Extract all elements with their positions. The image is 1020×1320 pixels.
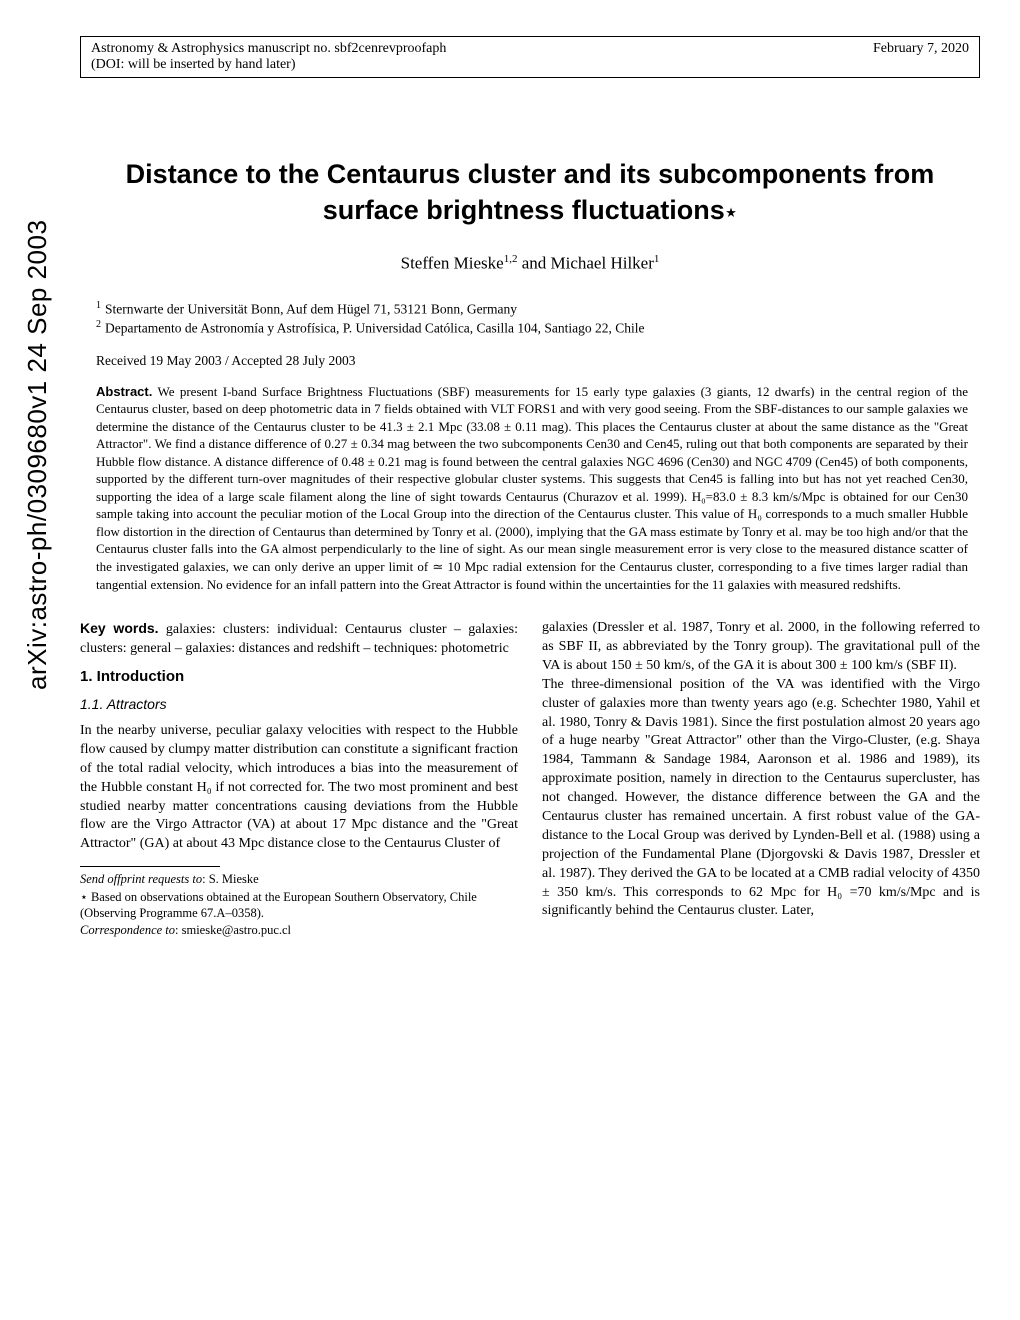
footnote-separator [80, 866, 220, 867]
keywords: Key words. galaxies: clusters: individua… [80, 619, 518, 659]
offprint-label: Send offprint requests to [80, 872, 202, 886]
title-line-1: Distance to the Centaurus cluster and it… [126, 159, 935, 189]
abstract-label: Abstract. [96, 384, 152, 399]
author-separator: and Michael Hilker [517, 254, 653, 273]
left-column: Key words. galaxies: clusters: individua… [80, 619, 518, 939]
star-footnote: ⋆ Based on observations obtained at the … [80, 889, 518, 922]
offprint-footnote: Send offprint requests to: S. Mieske [80, 871, 518, 887]
affiliations: 1 Sternwarte der Universität Bonn, Auf de… [96, 300, 980, 337]
manuscript-header: Astronomy & Astrophysics manuscript no. … [80, 36, 980, 78]
affil-text-2: Departamento de Astronomía y Astrofísica… [105, 321, 645, 336]
affiliation-1: 1 Sternwarte der Universität Bonn, Auf de… [96, 300, 980, 318]
manuscript-id: Astronomy & Astrophysics manuscript no. … [91, 41, 446, 57]
col1-paragraph-1: In the nearby universe, peculiar galaxy … [80, 722, 518, 854]
affil-text-1: Sternwarte der Universität Bonn, Auf dem… [105, 301, 517, 316]
title-footnote-star: ⋆ [725, 202, 738, 224]
author-1-affil: 1,2 [504, 253, 518, 265]
abstract-text: We present I-band Surface Brightness Flu… [96, 384, 968, 592]
submission-dates: Received 19 May 2003 / Accepted 28 July … [96, 353, 980, 369]
affiliation-2: 2 Departamento de Astronomía y Astrofísic… [96, 319, 980, 337]
doi-placeholder: (DOI: will be inserted by hand later) [91, 57, 446, 73]
affil-num-1: 1 [96, 300, 101, 311]
arxiv-identifier: arXiv:astro-ph/0309680v1 24 Sep 2003 [22, 220, 53, 690]
abstract: Abstract. We present I-band Surface Brig… [96, 383, 968, 594]
section-1-heading: 1. Introduction [80, 667, 518, 687]
author-1: Steffen Mieske [401, 254, 504, 273]
footnotes: Send offprint requests to: S. Mieske ⋆ B… [80, 871, 518, 938]
section-1-1-heading: 1.1. Attractors [80, 695, 518, 714]
authors: Steffen Mieske1,2 and Michael Hilker1 [80, 253, 980, 274]
keywords-label: Key words. [80, 620, 159, 636]
body-columns: Key words. galaxies: clusters: individua… [80, 619, 980, 939]
corr-text: : smieske@astro.puc.cl [175, 923, 291, 937]
col2-paragraph-1: galaxies (Dressler et al. 1987, Tonry et… [542, 619, 980, 676]
correspondence-footnote: Correspondence to: smieske@astro.puc.cl [80, 922, 518, 938]
title-line-2: surface brightness fluctuations [323, 195, 725, 225]
author-2-affil: 1 [654, 253, 660, 265]
page-content: Astronomy & Astrophysics manuscript no. … [80, 36, 980, 939]
right-column: galaxies (Dressler et al. 1987, Tonry et… [542, 619, 980, 939]
paper-title: Distance to the Centaurus cluster and it… [80, 156, 980, 229]
header-date: February 7, 2020 [873, 41, 969, 73]
affil-num-2: 2 [96, 319, 101, 330]
col2-paragraph-2: The three-dimensional position of the VA… [542, 676, 980, 922]
corr-label: Correspondence to [80, 923, 175, 937]
offprint-name: : S. Mieske [202, 872, 259, 886]
header-left: Astronomy & Astrophysics manuscript no. … [91, 41, 446, 73]
